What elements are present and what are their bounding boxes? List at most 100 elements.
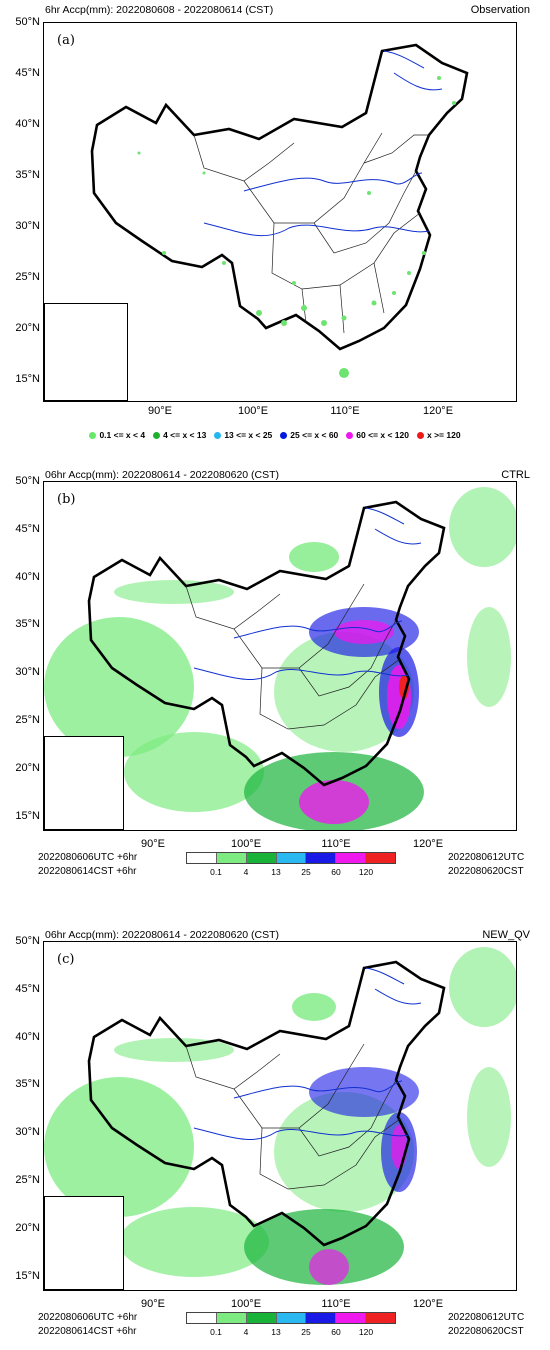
colorbar-swatch: [216, 853, 247, 863]
province-borders-c: [185, 1043, 401, 1190]
colorbar-swatch: [336, 1313, 367, 1323]
map-frame-a: (a): [43, 22, 517, 402]
lat-tick: 20°N: [15, 1222, 40, 1234]
rivers-a: [203, 50, 443, 237]
lat-tick: 20°N: [15, 322, 40, 334]
lon-tick: 120°E: [412, 1298, 444, 1310]
panel-c-valid-utc: 2022080612UTC: [448, 1312, 525, 1323]
lat-tick: 25°N: [15, 1174, 40, 1186]
colorbar-swatch: [216, 1313, 247, 1323]
obs-legend-item: 0.1 <= x < 4: [89, 430, 145, 440]
lat-tick: 30°N: [15, 1126, 40, 1138]
model-rain-field-c: [44, 947, 516, 1285]
obs-legend-item: x >= 120: [416, 430, 461, 440]
legend-dot: [153, 431, 161, 439]
legend-dot: [346, 431, 354, 439]
panel-b-title: 06hr Accp(mm): 2022080614 - 2022080620 (…: [45, 469, 280, 481]
lon-tick: 90°E: [148, 405, 172, 417]
lon-tick: 100°E: [237, 405, 269, 417]
lat-tick: 45°N: [15, 983, 40, 995]
colorbar-b: [186, 852, 396, 864]
panel-c-init-cst: 2022080614CST +6hr: [38, 1326, 137, 1337]
panel-b-valid-utc: 2022080612UTC: [448, 852, 525, 863]
panel-a-label: (a): [57, 33, 75, 48]
lat-tick: 50°N: [15, 16, 40, 28]
lat-tick: 45°N: [15, 523, 40, 535]
legend-dot: [89, 431, 97, 439]
legend-label: 60 <= x < 120: [356, 430, 409, 440]
panel-b-init-utc: 2022080606UTC +6hr: [38, 852, 138, 863]
panel-c-init-utc: 2022080606UTC +6hr: [38, 1312, 138, 1323]
lat-tick: 45°N: [15, 67, 40, 79]
map-c-drawing: [44, 947, 516, 1285]
lat-tick: 15°N: [15, 1270, 40, 1282]
lon-tick: 100°E: [230, 838, 262, 850]
colorbar-swatch: [187, 1313, 217, 1323]
colorbar-label: 60: [331, 1327, 341, 1337]
colorbar-swatch: [366, 1313, 396, 1323]
country-outline-c: [87, 960, 446, 1247]
lat-tick: 35°N: [15, 618, 40, 630]
map-frame-b: (b): [43, 481, 517, 831]
rivers-c: [193, 967, 422, 1141]
lat-tick: 25°N: [15, 714, 40, 726]
rivers-b: [193, 507, 422, 681]
panel-c: 06hr Accp(mm): 2022080614 - 2022080620 (…: [0, 925, 550, 1345]
colorbar-swatch: [246, 1313, 277, 1323]
legend-dot: [214, 431, 222, 439]
lat-tick: 40°N: [15, 571, 40, 583]
colorbar-swatch: [276, 853, 307, 863]
lon-tick: 90°E: [141, 838, 165, 850]
lon-tick: 110°E: [321, 838, 351, 850]
lat-tick: 50°N: [15, 475, 40, 487]
province-borders-a: [193, 132, 429, 334]
colorbar-label: 120: [358, 867, 374, 877]
colorbar-label: 4: [243, 867, 249, 877]
panel-a-right-label: Observation: [470, 4, 530, 16]
model-rain-field-b: [44, 487, 516, 830]
lat-tick: 20°N: [15, 762, 40, 774]
panel-c-valid-cst: 2022080620CST: [448, 1326, 524, 1337]
lat-tick: 25°N: [15, 271, 40, 283]
colorbar-label: 13: [271, 867, 281, 877]
colorbar-label: 60: [331, 867, 341, 877]
legend-dot: [416, 431, 424, 439]
panel-c-label: (c): [57, 952, 75, 967]
lon-tick: 120°E: [422, 405, 454, 417]
lat-tick: 30°N: [15, 220, 40, 232]
lat-tick: 30°N: [15, 666, 40, 678]
lon-tick: 90°E: [141, 1298, 165, 1310]
colorbar-label: 0.1: [210, 867, 222, 877]
colorbar-swatch: [187, 853, 217, 863]
colorbar-swatch: [276, 1313, 307, 1323]
colorbar-label: 4: [243, 1327, 249, 1337]
colorbar-swatch: [366, 853, 396, 863]
country-outline-b: [87, 500, 446, 787]
lat-tick: 40°N: [15, 1031, 40, 1043]
lon-tick: 120°E: [412, 838, 444, 850]
obs-legend-item: 13 <= x < 25: [214, 430, 272, 440]
colorbar-swatch: [336, 853, 367, 863]
obs-legend-item: 60 <= x < 120: [346, 430, 409, 440]
panel-b-right-label: CTRL: [501, 469, 530, 481]
panel-c-right-label: NEW_QV: [482, 929, 530, 941]
map-a-drawing: [90, 43, 469, 378]
colorbar-swatch: [306, 1313, 337, 1323]
map-b-drawing: [44, 487, 516, 830]
legend-dot: [280, 431, 288, 439]
panel-a: 6hr Accp(mm): 2022080608 - 2022080614 (C…: [0, 0, 550, 445]
panel-b-valid-cst: 2022080620CST: [448, 866, 524, 877]
lat-tick: 15°N: [15, 810, 40, 822]
country-outline-a: [90, 43, 469, 351]
lat-tick: 35°N: [15, 169, 40, 181]
panel-b: 06hr Accp(mm): 2022080614 - 2022080620 (…: [0, 465, 550, 885]
lon-tick: 100°E: [230, 1298, 262, 1310]
colorbar-label: 25: [301, 1327, 311, 1337]
colorbar-label: 0.1: [210, 1327, 222, 1337]
province-borders-b: [185, 583, 401, 730]
obs-legend-item: 4 <= x < 13: [153, 430, 206, 440]
south-china-sea-inset-a: [44, 303, 128, 401]
obs-rain-dots-a: [137, 76, 456, 378]
colorbar-swatch: [246, 853, 277, 863]
panel-a-title: 6hr Accp(mm): 2022080608 - 2022080614 (C…: [45, 4, 274, 16]
